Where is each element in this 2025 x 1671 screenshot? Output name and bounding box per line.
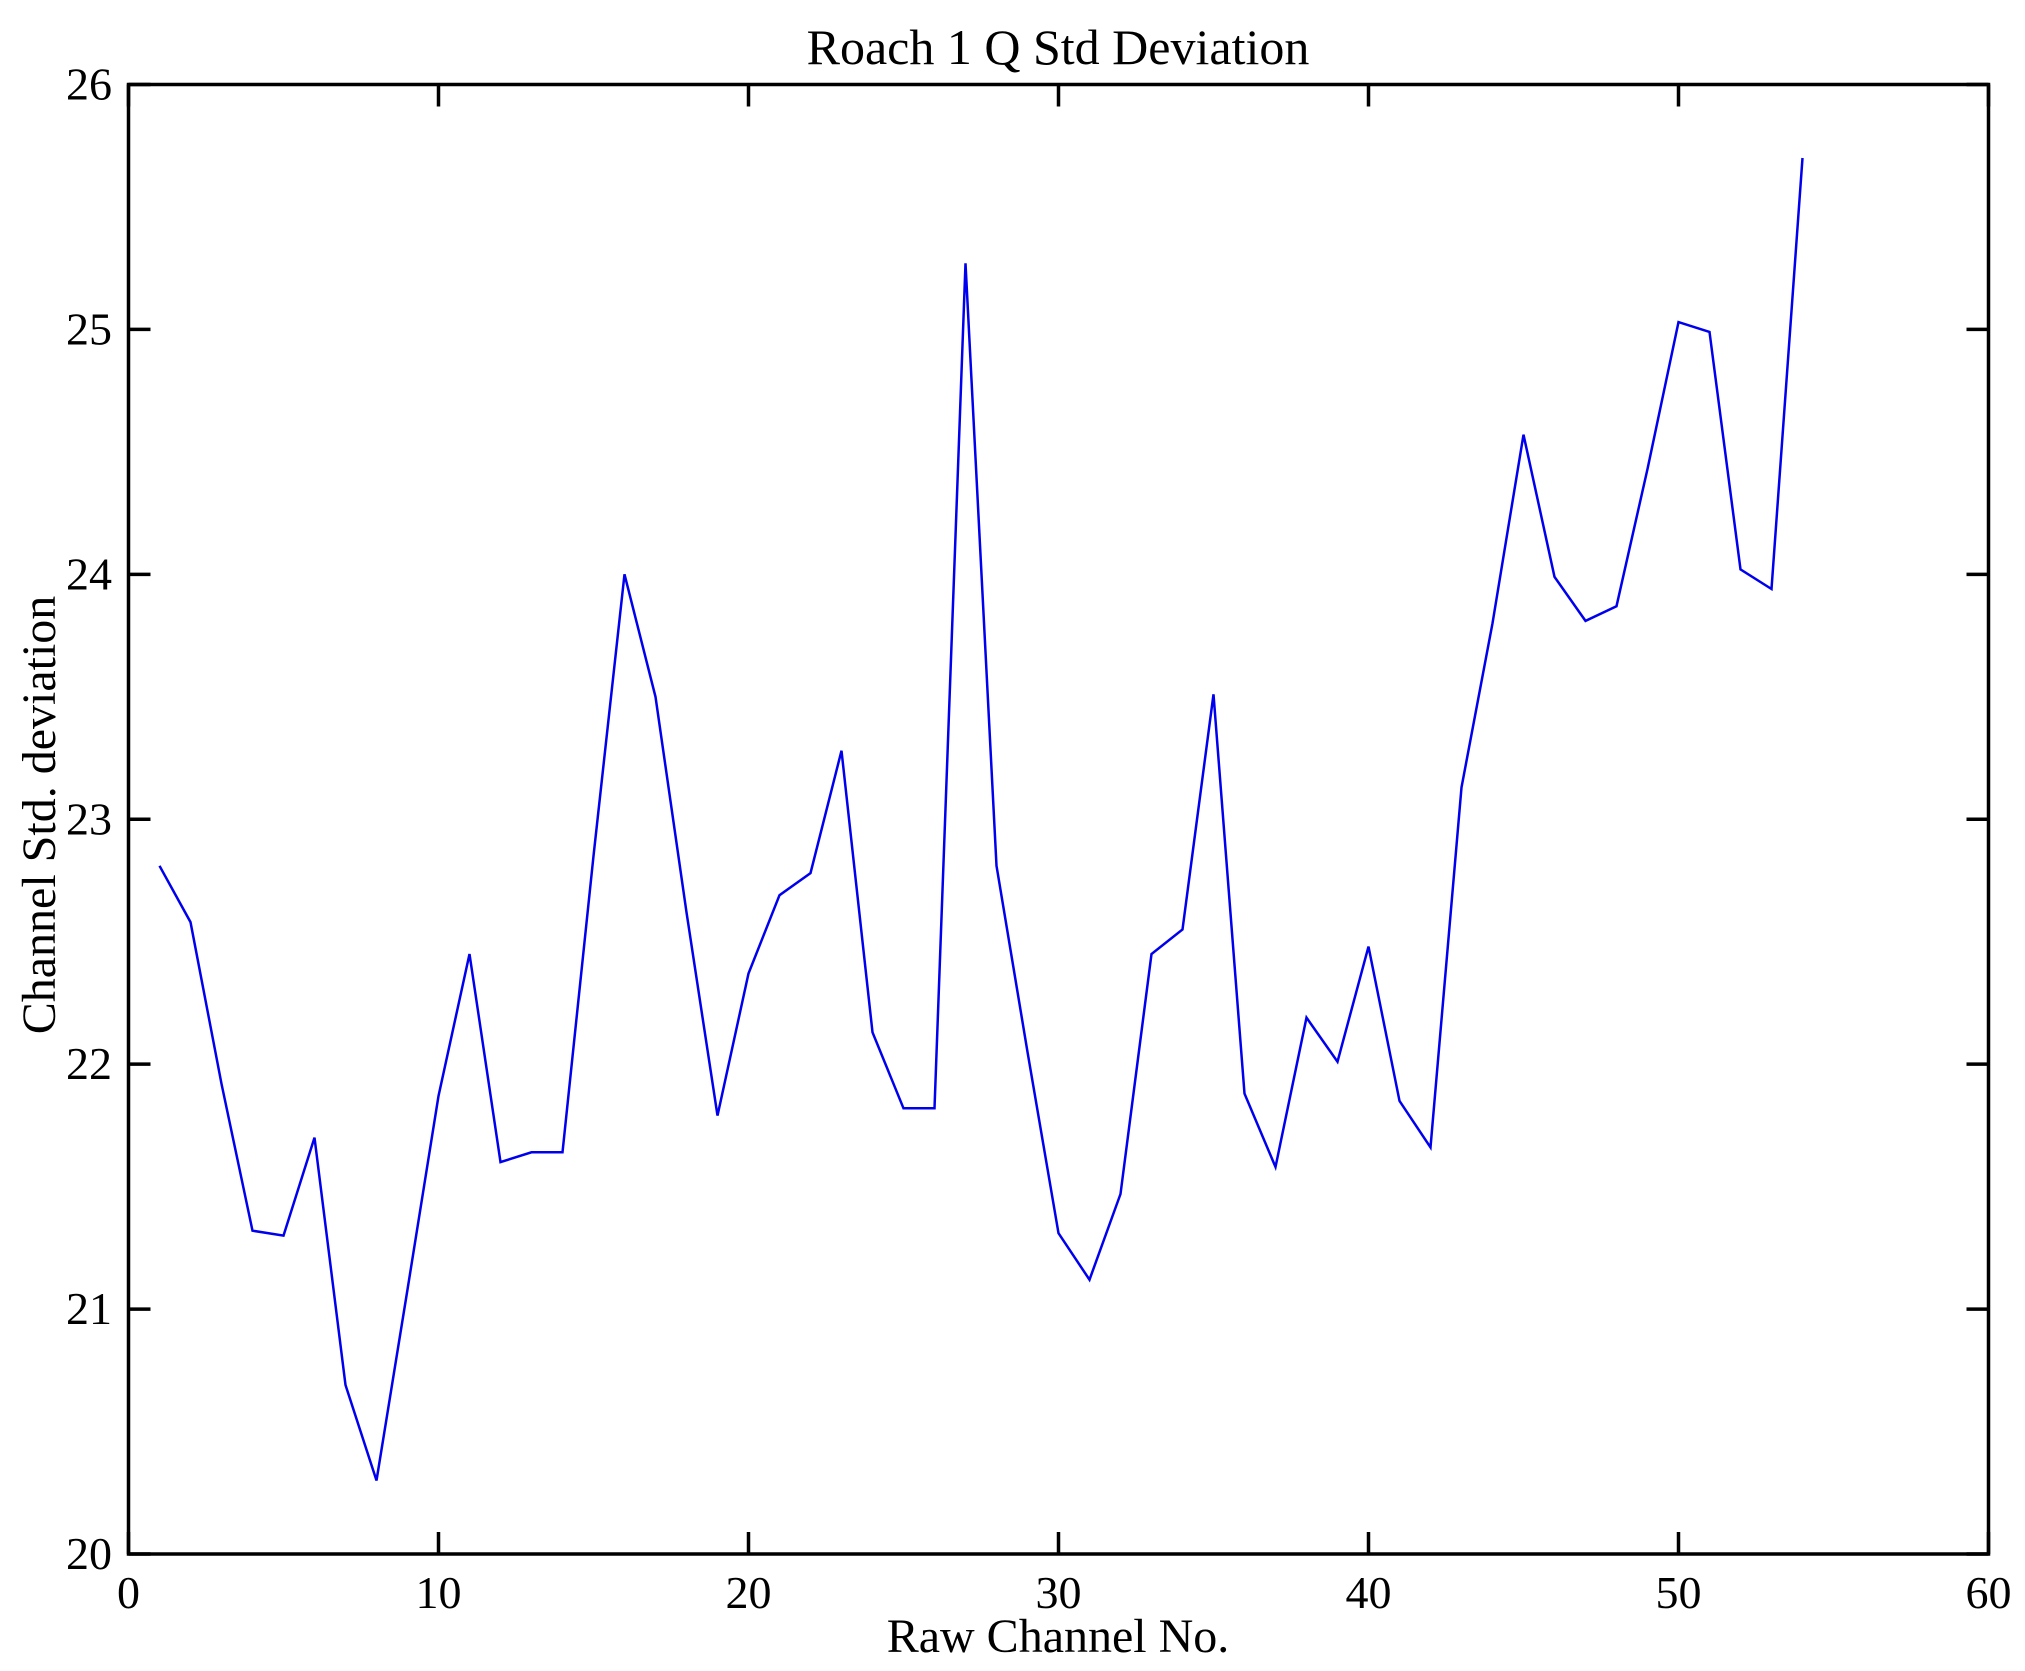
x-tick-label: 10: [416, 1567, 462, 1618]
y-tick-label: 21: [66, 1283, 112, 1334]
chart-title: Roach 1 Q Std Deviation: [807, 19, 1310, 75]
y-tick-label: 20: [66, 1528, 112, 1579]
y-axis-ticks: [128, 82, 1989, 1556]
y-axis-tick-labels: 20 21 22 23 24 25 26: [66, 59, 112, 1580]
y-tick-label: 24: [66, 548, 112, 599]
x-axis-label: Raw Channel No.: [887, 1610, 1230, 1663]
y-tick-label: 26: [66, 59, 112, 110]
x-tick-label: 20: [726, 1567, 772, 1618]
x-axis-ticks: [126, 84, 1991, 1554]
data-series-group: [158, 157, 1804, 1481]
x-tick-label: 50: [1656, 1567, 1702, 1618]
y-tick-label: 23: [66, 793, 112, 844]
x-tick-label: 40: [1346, 1567, 1392, 1618]
x-tick-label: 60: [1966, 1567, 2012, 1618]
y-axis-label: Channel Std. deviation: [13, 596, 66, 1035]
data-series-line: [158, 157, 1804, 1481]
y-tick-label: 25: [66, 303, 112, 354]
x-tick-label: 0: [117, 1567, 140, 1618]
y-tick-label: 22: [66, 1038, 112, 1089]
x-tick-label: 30: [1036, 1567, 1082, 1618]
plot-area: [126, 82, 1991, 1556]
x-axis-tick-labels: 0 10 20 30 40 50 60: [117, 1567, 2012, 1618]
